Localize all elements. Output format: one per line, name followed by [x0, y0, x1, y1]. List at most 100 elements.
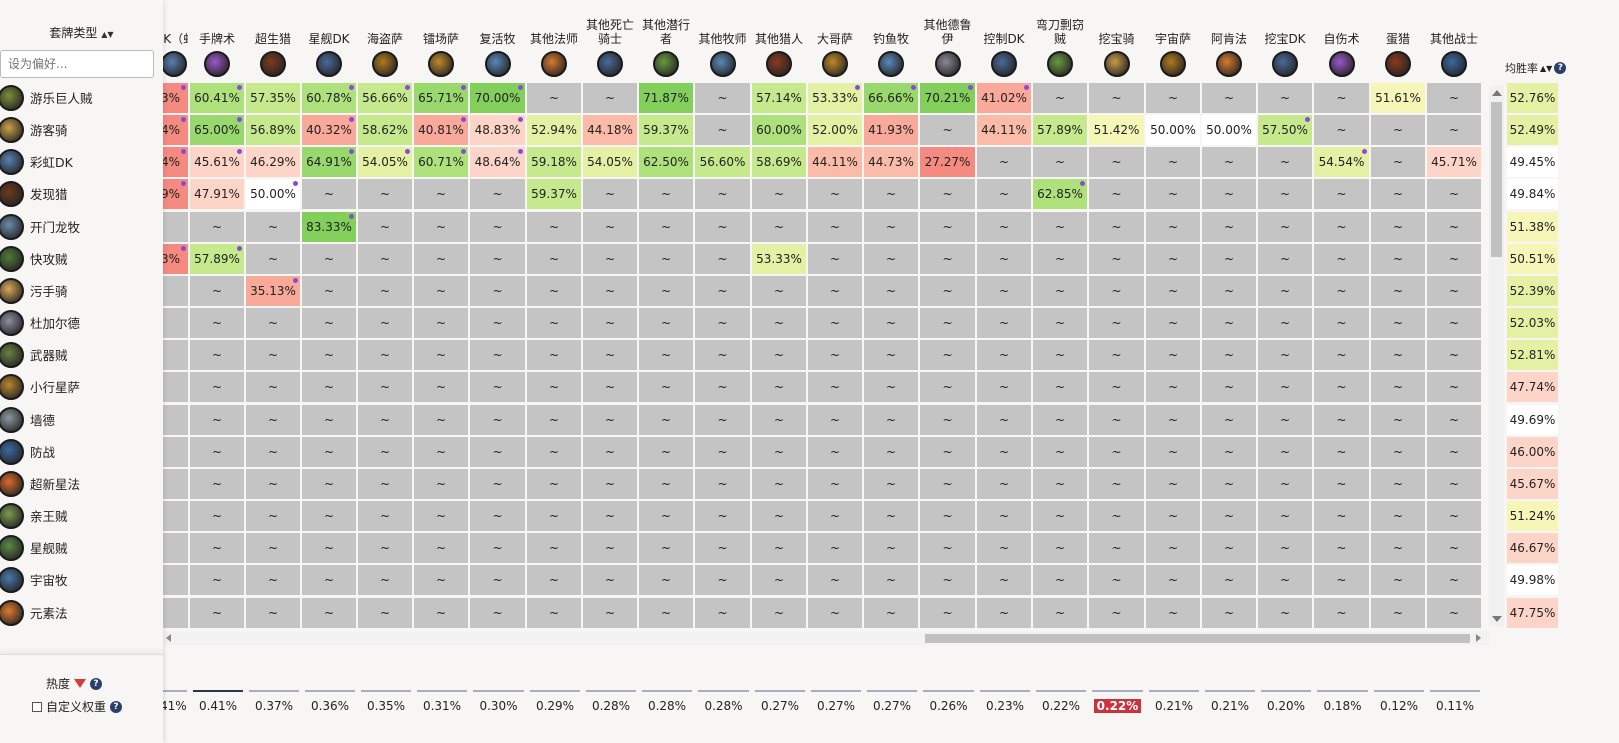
matchup-cell[interactable]: ~: [414, 437, 468, 467]
column-header[interactable]: 控制DK: [977, 14, 1031, 86]
matchup-cell[interactable]: 41.93%: [864, 115, 918, 145]
matchup-cell[interactable]: ~: [583, 244, 637, 274]
matchup-cell[interactable]: ~: [190, 469, 244, 499]
matchup-cell[interactable]: ~: [1146, 565, 1200, 595]
column-header[interactable]: 海盗萨: [358, 14, 412, 86]
matchup-cell[interactable]: ~: [1089, 212, 1144, 242]
sort-desc-icon[interactable]: [74, 679, 87, 688]
column-header[interactable]: 其他德鲁伊: [920, 14, 975, 86]
column-header[interactable]: 其他战士: [1427, 14, 1481, 86]
matchup-cell[interactable]: 45.71%: [1427, 147, 1481, 177]
matchup-cell[interactable]: ~: [977, 533, 1031, 563]
matchup-cell[interactable]: ~: [808, 308, 862, 338]
deck-type-header[interactable]: 套牌类型 ▲▼: [0, 24, 163, 41]
matchup-cell[interactable]: ~: [246, 501, 300, 531]
column-header[interactable]: 大哥萨: [808, 14, 862, 86]
matchup-cell[interactable]: ~: [1258, 405, 1312, 435]
matchup-cell[interactable]: ~: [1202, 179, 1256, 209]
matchup-cell[interactable]: ~: [1089, 501, 1144, 531]
matchup-cell[interactable]: ~: [527, 501, 581, 531]
matchup-cell[interactable]: ~: [1033, 276, 1087, 306]
matchup-cell[interactable]: [160, 340, 188, 370]
matchup-cell[interactable]: ~: [470, 469, 525, 499]
matchup-cell[interactable]: ~: [583, 83, 637, 113]
matchup-cell[interactable]: ~: [1202, 469, 1256, 499]
matchup-cell[interactable]: ~: [695, 469, 750, 499]
column-header[interactable]: 手牌术: [190, 14, 244, 86]
matchup-cell[interactable]: ~: [1314, 501, 1369, 531]
matchup-cell[interactable]: 27.27%: [920, 147, 975, 177]
matchup-cell[interactable]: ~: [414, 501, 468, 531]
matchup-cell[interactable]: ~: [246, 565, 300, 595]
matchup-cell[interactable]: 56.66%: [358, 83, 412, 113]
matchup-cell[interactable]: ~: [190, 276, 244, 306]
matchup-cell[interactable]: ~: [1314, 469, 1369, 499]
matchup-cell[interactable]: ~: [752, 308, 806, 338]
matchup-cell[interactable]: ~: [470, 244, 525, 274]
matchup-cell[interactable]: ~: [1202, 372, 1256, 402]
matchup-cell[interactable]: ~: [1033, 372, 1087, 402]
matchup-cell[interactable]: ~: [358, 598, 412, 628]
matchup-cell[interactable]: 44.11%: [808, 147, 862, 177]
matchup-cell[interactable]: ~: [1371, 179, 1425, 209]
matchup-cell[interactable]: ~: [977, 405, 1031, 435]
matchup-cell[interactable]: ~: [1202, 405, 1256, 435]
matchup-cell[interactable]: ~: [414, 565, 468, 595]
matchup-cell[interactable]: ~: [302, 501, 356, 531]
matchup-cell[interactable]: ~: [1314, 437, 1369, 467]
matchup-cell[interactable]: 50.00%: [246, 179, 300, 209]
matchup-cell[interactable]: ~: [583, 372, 637, 402]
column-header[interactable]: 阿肯法: [1202, 14, 1256, 86]
matchup-cell[interactable]: ~: [414, 276, 468, 306]
matchup-cell[interactable]: 58.62%: [358, 115, 412, 145]
column-header[interactable]: 其他牧师: [695, 14, 750, 86]
matchup-cell[interactable]: ~: [358, 533, 412, 563]
matchup-cell[interactable]: ~: [1371, 308, 1425, 338]
matchup-cell[interactable]: ~: [920, 340, 975, 370]
matchup-cell[interactable]: ~: [808, 437, 862, 467]
matchup-cell[interactable]: ~: [302, 565, 356, 595]
matchup-cell[interactable]: ~: [1146, 405, 1200, 435]
matchup-cell[interactable]: ~: [752, 437, 806, 467]
sidebar-item[interactable]: 游客骑: [0, 113, 163, 146]
matchup-cell[interactable]: ~: [190, 598, 244, 628]
matchup-cell[interactable]: ~: [1146, 469, 1200, 499]
matchup-cell[interactable]: ~: [470, 340, 525, 370]
matchup-cell[interactable]: ~: [920, 179, 975, 209]
matchup-cell[interactable]: ~: [358, 501, 412, 531]
matchup-cell[interactable]: ~: [414, 340, 468, 370]
matchup-cell[interactable]: ~: [583, 469, 637, 499]
matchup-cell[interactable]: ~: [1089, 244, 1144, 274]
matchup-cell[interactable]: 48.83%: [470, 115, 525, 145]
matchup-cell[interactable]: ~: [1202, 437, 1256, 467]
matchup-cell[interactable]: ~: [527, 405, 581, 435]
matchup-cell[interactable]: ~: [302, 372, 356, 402]
sidebar-item[interactable]: 小行星萨: [0, 370, 163, 403]
matchup-cell[interactable]: ~: [302, 276, 356, 306]
matchup-cell[interactable]: [160, 276, 188, 306]
matchup-cell[interactable]: ~: [246, 533, 300, 563]
matchup-cell[interactable]: ~: [583, 565, 637, 595]
matchup-cell[interactable]: ~: [752, 533, 806, 563]
matchup-cell[interactable]: ~: [1314, 598, 1369, 628]
matchup-cell[interactable]: ~: [1427, 244, 1481, 274]
matchup-cell[interactable]: ~: [808, 179, 862, 209]
matchup-cell[interactable]: ~: [1202, 147, 1256, 177]
matchup-cell[interactable]: ~: [639, 308, 693, 338]
matchup-cell[interactable]: ~: [583, 533, 637, 563]
matchup-cell[interactable]: ~: [1427, 276, 1481, 306]
matchup-cell[interactable]: 54.54%: [1314, 147, 1369, 177]
matchup-cell[interactable]: ~: [752, 598, 806, 628]
sidebar-item[interactable]: 亲王贼: [0, 499, 163, 532]
matchup-cell[interactable]: ~: [527, 244, 581, 274]
matchup-cell[interactable]: ~: [1089, 598, 1144, 628]
matchup-cell[interactable]: ~: [1314, 83, 1369, 113]
matchup-cell[interactable]: ~: [695, 437, 750, 467]
sidebar-item[interactable]: 快攻贼: [0, 242, 163, 275]
matchup-cell[interactable]: ~: [246, 372, 300, 402]
sidebar-item[interactable]: 星舰贼: [0, 531, 163, 564]
column-header[interactable]: 蛋猎: [1371, 14, 1425, 86]
scroll-right-icon[interactable]: [1476, 634, 1481, 642]
matchup-cell[interactable]: ~: [246, 405, 300, 435]
matchup-cell[interactable]: ~: [1427, 469, 1481, 499]
